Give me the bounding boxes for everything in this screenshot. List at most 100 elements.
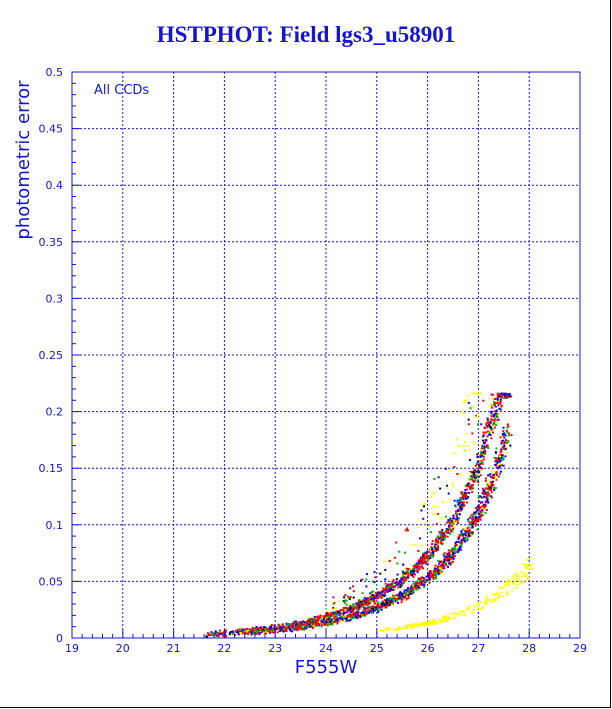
data-point xyxy=(481,501,484,504)
data-point xyxy=(498,407,501,410)
data-point xyxy=(440,535,443,538)
data-point xyxy=(329,611,332,614)
data-point xyxy=(359,603,362,606)
data-point xyxy=(313,618,316,621)
data-point xyxy=(487,431,490,434)
data-point xyxy=(522,572,525,575)
data-point xyxy=(507,583,510,586)
data-point xyxy=(356,614,359,617)
data-point xyxy=(392,586,395,589)
data-point xyxy=(493,426,496,429)
data-point xyxy=(470,514,473,517)
data-point xyxy=(469,407,472,410)
data-point xyxy=(403,597,406,600)
data-point xyxy=(426,550,429,553)
data-point xyxy=(490,491,493,494)
data-point xyxy=(348,616,351,619)
data-point xyxy=(460,530,463,533)
data-point xyxy=(478,513,481,516)
data-point xyxy=(333,615,336,618)
data-point xyxy=(424,551,427,554)
data-point xyxy=(345,620,348,623)
data-point xyxy=(466,524,469,527)
data-point xyxy=(473,525,476,528)
data-point xyxy=(332,608,335,611)
data-point xyxy=(338,611,341,614)
data-point xyxy=(505,591,508,594)
data-point xyxy=(418,623,421,626)
data-point xyxy=(404,594,407,597)
data-point xyxy=(393,587,396,590)
data-point xyxy=(271,627,274,630)
data-point xyxy=(429,557,432,560)
data-point xyxy=(473,519,476,522)
data-point xyxy=(459,498,462,501)
data-point xyxy=(485,422,488,425)
data-point xyxy=(487,474,490,477)
data-point xyxy=(349,607,352,610)
data-point xyxy=(467,608,470,611)
data-point xyxy=(350,614,353,617)
data-point xyxy=(494,487,497,490)
data-point xyxy=(449,529,452,532)
data-point xyxy=(455,612,458,615)
data-point xyxy=(311,625,314,628)
data-point xyxy=(330,618,333,621)
data-point xyxy=(394,628,397,631)
data-point xyxy=(408,623,411,626)
data-point xyxy=(343,601,346,604)
data-point xyxy=(490,418,493,421)
data-point xyxy=(238,628,241,631)
data-point xyxy=(447,562,450,565)
data-point xyxy=(372,597,375,600)
data-point xyxy=(367,608,370,611)
data-point xyxy=(237,630,240,633)
data-point xyxy=(315,616,318,619)
data-point xyxy=(442,530,445,533)
data-point xyxy=(311,627,314,630)
data-point xyxy=(443,552,446,555)
data-point xyxy=(322,621,325,624)
data-point xyxy=(436,539,439,542)
data-point xyxy=(437,476,440,479)
data-point xyxy=(222,634,225,637)
x-tick-label: 29 xyxy=(573,642,587,655)
data-point xyxy=(442,564,445,567)
data-point xyxy=(281,623,284,626)
data-point xyxy=(300,625,303,628)
data-point xyxy=(477,481,480,484)
data-point xyxy=(491,397,494,400)
data-point xyxy=(403,581,406,584)
data-point xyxy=(265,630,268,633)
data-point xyxy=(477,607,480,610)
data-point xyxy=(361,592,364,595)
data-point xyxy=(459,507,462,510)
data-point xyxy=(422,505,425,508)
data-point xyxy=(493,593,496,596)
data-point xyxy=(429,525,432,528)
data-point xyxy=(343,619,346,622)
data-point xyxy=(486,491,489,494)
data-point xyxy=(351,603,354,606)
data-point xyxy=(286,624,289,627)
data-point xyxy=(511,589,514,592)
data-point xyxy=(463,399,466,402)
data-point xyxy=(488,483,491,486)
data-point xyxy=(296,623,299,626)
data-point xyxy=(342,606,345,609)
data-point xyxy=(462,539,465,542)
data-point xyxy=(479,392,482,395)
data-point xyxy=(364,613,367,616)
data-point xyxy=(500,394,503,397)
data-point xyxy=(417,585,420,588)
data-point xyxy=(505,441,508,444)
data-point xyxy=(500,439,503,442)
data-point xyxy=(494,405,497,408)
y-tick-label: 0.35 xyxy=(39,236,64,249)
data-point xyxy=(365,578,368,581)
data-point xyxy=(411,588,414,591)
data-point xyxy=(499,402,502,405)
data-point xyxy=(406,624,409,627)
data-point xyxy=(393,556,396,559)
data-point xyxy=(413,582,416,585)
